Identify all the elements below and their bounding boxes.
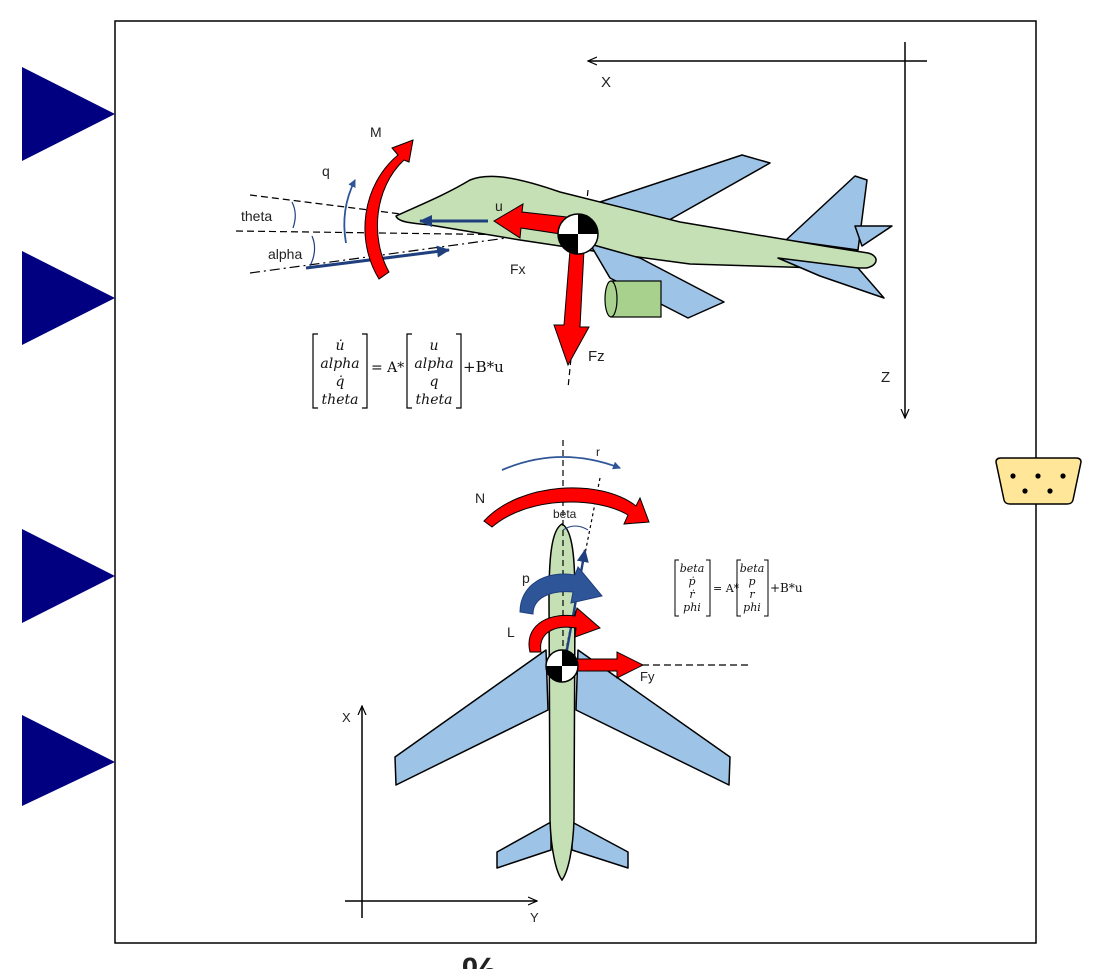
lat-eq-rhs-1: p — [748, 575, 755, 588]
center-of-gravity-icon — [557, 213, 599, 255]
label-fx: Fx — [510, 261, 526, 277]
block-mask-percent-label: % — [462, 950, 498, 969]
force-fz-arrow — [553, 249, 590, 367]
lat-eq-lhs-0: beta — [680, 562, 705, 575]
label-l: L — [507, 624, 515, 640]
lat-eq-lhs-3: phi — [683, 601, 701, 614]
eq-rhs-0: u — [429, 338, 438, 354]
label-r: r — [596, 445, 600, 459]
input-port-1-triangle-right-icon[interactable] — [22, 67, 115, 161]
roll-rate-p-arrow — [519, 566, 603, 615]
axis-z-label: Z — [881, 369, 890, 386]
engine-nacelle — [604, 280, 662, 318]
lat-eq-lhs-2: ṙ — [689, 588, 695, 601]
lateral-diagram: X Y r N beta p L Fy — [342, 440, 803, 925]
eq-rhs-3: theta — [416, 392, 453, 408]
yaw-rate-r-arrow — [501, 456, 621, 471]
lat-eq-lhs-1: ṗ — [688, 575, 695, 588]
input-port-3-triangle-right-icon[interactable] — [22, 529, 115, 623]
pitch-rate-q-arrow — [343, 179, 356, 244]
axis-x-label: X — [601, 74, 611, 91]
velocity-v-arrow — [564, 549, 589, 656]
longitudinal-state-equation: u̇ alpha q̇ theta = A* u alpha q theta +… — [312, 333, 504, 409]
axis-y-label: Y — [530, 910, 539, 925]
eq-tail: +B*u — [463, 358, 504, 376]
lateral-state-equation: beta ṗ ṙ phi = A* beta p r phi +B*u — [674, 559, 803, 617]
block-frame[interactable] — [114, 20, 1037, 944]
moment-n-arrow — [483, 487, 650, 528]
label-theta: theta — [241, 208, 272, 224]
lat-eq-rhs-3: phi — [743, 601, 761, 614]
eq-rhs-1: alpha — [414, 356, 453, 372]
label-alpha: alpha — [268, 246, 302, 262]
eq-lhs-2: q̇ — [336, 374, 345, 390]
moment-l-arrow — [528, 607, 601, 653]
center-of-gravity-icon-top — [545, 649, 579, 683]
label-fy: Fy — [640, 669, 655, 684]
lat-eq-rhs-0: beta — [740, 562, 765, 575]
label-fz: Fz — [588, 348, 605, 365]
lat-eq-rhs-2: r — [749, 588, 755, 601]
eq-rhs-2: q — [430, 374, 439, 390]
label-m: M — [370, 124, 382, 140]
output-port-connector-icon[interactable] — [995, 457, 1082, 505]
input-port-4-triangle-right-icon[interactable] — [22, 715, 115, 806]
longitudinal-diagram: X Z u — [235, 42, 927, 418]
input-port-2-triangle-right-icon[interactable] — [22, 251, 115, 345]
label-beta: beta — [553, 507, 577, 521]
label-n: N — [475, 490, 485, 506]
eq-lhs-3: theta — [322, 392, 359, 408]
label-u: u — [495, 198, 503, 214]
eq-lhs-0: u̇ — [335, 338, 344, 354]
eq-lhs-1: alpha — [320, 356, 359, 372]
axis-x2-label: X — [342, 710, 351, 725]
lat-eq-equals: = A* — [713, 582, 740, 595]
lat-eq-tail: +B*u — [770, 581, 803, 595]
label-q: q — [322, 163, 330, 179]
moment-m-arrow — [364, 139, 414, 280]
eq-equals: = A* — [371, 360, 404, 376]
label-p: p — [522, 570, 530, 586]
